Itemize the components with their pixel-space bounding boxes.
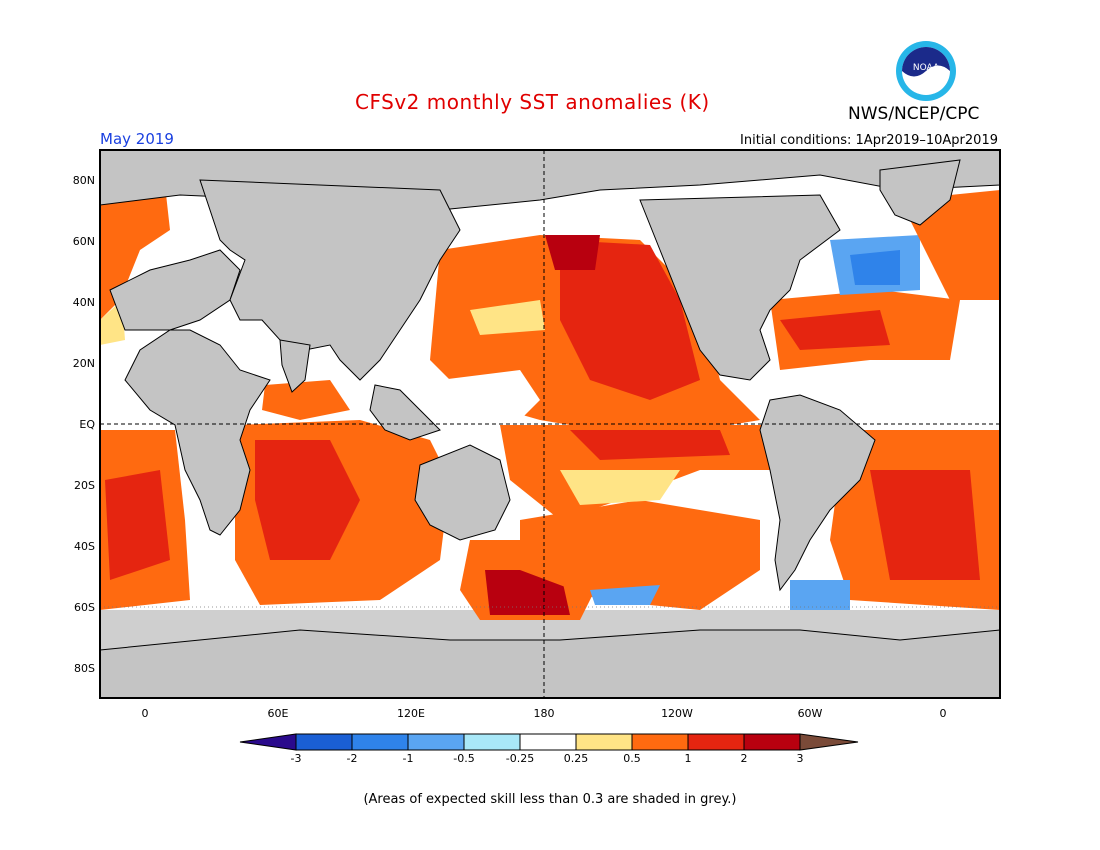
- colorbar-segment: [575, 733, 633, 751]
- colorbar-tick: 1: [684, 752, 692, 765]
- colorbar-segment: [295, 733, 353, 751]
- colorbar-segment: [519, 733, 577, 751]
- colorbar-min-arrow: [239, 733, 297, 751]
- map-frame: [99, 149, 1001, 699]
- lat-tick-80n: 80N: [72, 174, 95, 187]
- colorbar-segment: [743, 733, 801, 751]
- lat-tick-20n: 20N: [72, 357, 95, 370]
- land: [100, 150, 1000, 698]
- colorbar-segment: [351, 733, 409, 751]
- colorbar-tick: -0.25: [505, 752, 535, 765]
- noaa-logo-icon: NOAA: [895, 40, 957, 102]
- lon-tick-60e: 60E: [267, 707, 289, 720]
- colorbar-tick: -1: [402, 752, 414, 765]
- initial-conditions: Initial conditions: 1Apr2019–10Apr2019: [740, 133, 998, 148]
- anomaly-field: [100, 150, 1000, 698]
- colorbar-segment: [463, 733, 521, 751]
- lon-tick-0: 0: [141, 707, 149, 720]
- forecast-month: May 2019: [100, 130, 174, 148]
- colorbar-tick: -3: [290, 752, 302, 765]
- lat-tick-40s: 40S: [74, 540, 95, 553]
- colorbar-tick: 2: [740, 752, 748, 765]
- colorbar-tick: -2: [346, 752, 358, 765]
- lon-tick-60w: 60W: [797, 707, 823, 720]
- colorbar-tick: 0.25: [563, 752, 589, 765]
- lon-tick-120w: 120W: [661, 707, 693, 720]
- colorbar-tick: -0.5: [453, 752, 475, 765]
- lon-tick-180: 180: [533, 707, 555, 720]
- logo-text: NOAA: [913, 63, 940, 73]
- colorbar-max-arrow: [799, 733, 859, 751]
- lon-tick-0-right: 0: [939, 707, 947, 720]
- lat-tick-60s: 60S: [74, 601, 95, 614]
- colorbar-tick: 0.5: [623, 752, 641, 765]
- colorbar-segment: [631, 733, 689, 751]
- lat-tick-20s: 20S: [74, 479, 95, 492]
- skill-note: (Areas of expected skill less than 0.3 a…: [363, 792, 737, 807]
- colorbar-segment: [687, 733, 745, 751]
- colorbar: [239, 733, 859, 751]
- lat-tick-60n: 60N: [72, 235, 95, 248]
- lat-tick-40n: 40N: [72, 296, 95, 309]
- lon-tick-120e: 120E: [397, 707, 425, 720]
- colorbar-segment: [407, 733, 465, 751]
- agency-label: NWS/NCEP/CPC: [848, 104, 980, 124]
- lat-tick-80s: 80S: [74, 662, 95, 675]
- lat-tick-eq: EQ: [79, 418, 95, 431]
- chart-title: CFSv2 monthly SST anomalies (K): [355, 90, 710, 114]
- colorbar-tick: 3: [796, 752, 804, 765]
